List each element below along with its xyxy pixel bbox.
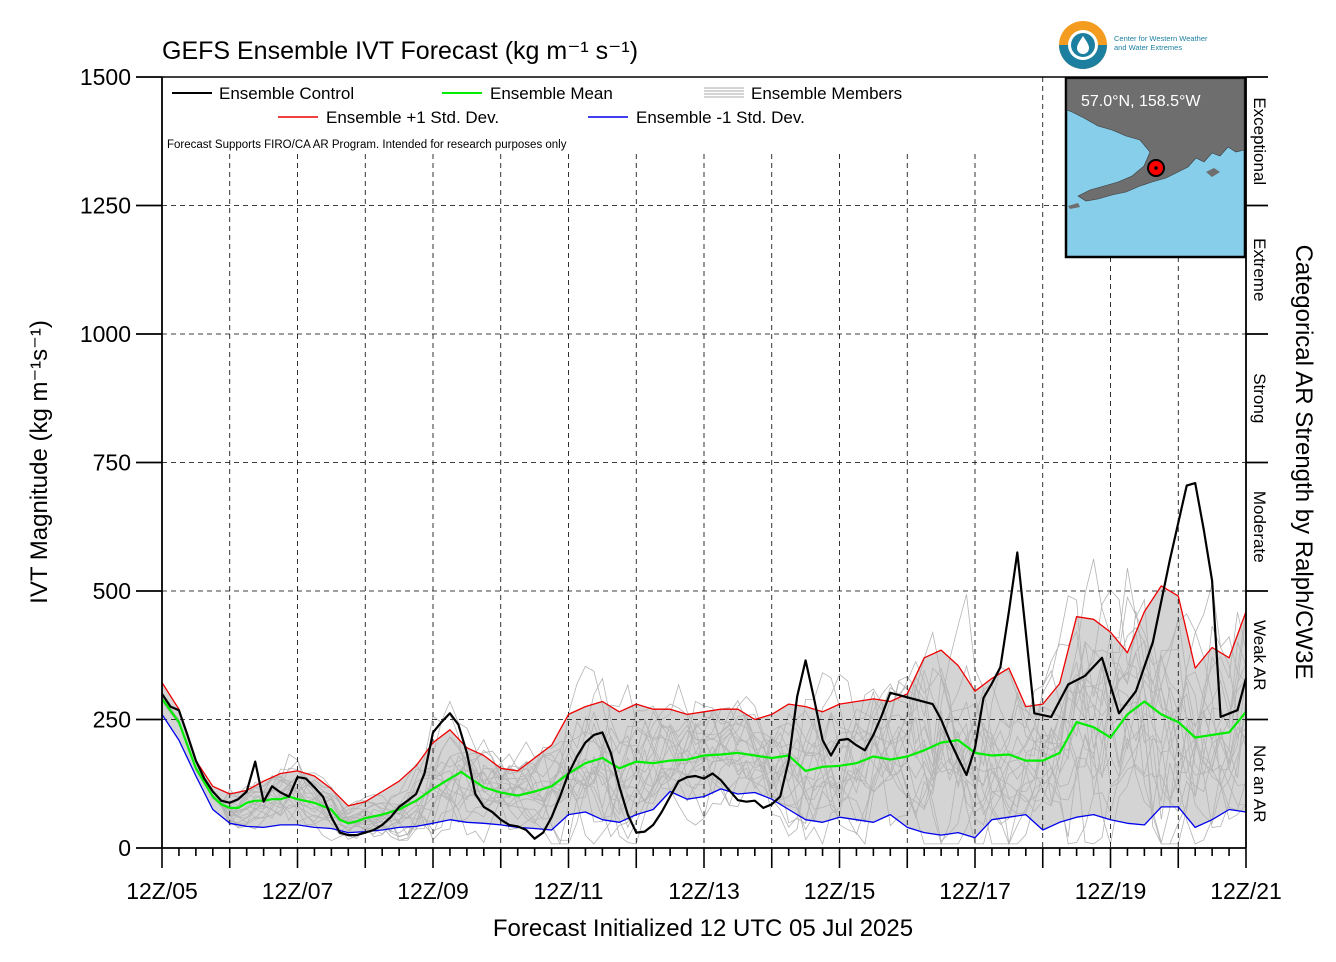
y-tick-label: 1500: [80, 64, 131, 90]
inset-landmass: [1066, 78, 1245, 202]
y-tick-label: 1000: [80, 321, 131, 347]
location-marker-dot: [1154, 166, 1158, 170]
category-label: Moderate: [1250, 491, 1269, 563]
x-tick-label: 12Z/21: [1210, 878, 1282, 904]
legend-minus-label: Ensemble -1 Std. Dev.: [636, 108, 805, 127]
x-tick-label: 12Z/11: [534, 878, 604, 904]
category-label: Not an AR: [1250, 745, 1269, 823]
plot-area: [136, 76, 1268, 868]
category-label: Exceptional: [1250, 97, 1269, 185]
disclaimer-text: Forecast Supports FIRO/CA AR Program. In…: [167, 139, 567, 151]
inset-location-label: 57.0°N, 158.5°W: [1081, 93, 1201, 110]
category-label: Strong: [1250, 373, 1269, 423]
minus-std-dev-line: [161, 714, 1247, 839]
inset-island-1: [1206, 168, 1220, 177]
ensemble-control-line: [161, 482, 1248, 840]
y-tick-label: 250: [93, 707, 131, 733]
x-tick-label: 12Z/15: [804, 878, 876, 904]
y-axis-title: IVT Magnitude (kg m⁻¹s⁻¹): [26, 320, 53, 604]
y-tick-label: 500: [93, 578, 131, 604]
legend-plus-label: Ensemble +1 Std. Dev.: [326, 108, 499, 127]
legend: Ensemble Control Ensemble Mean Ensemble …: [172, 84, 902, 127]
legend-members-swatch: [704, 87, 744, 98]
x-tick-label: 12Z/19: [1075, 878, 1147, 904]
y-tick-label: 1250: [80, 193, 131, 219]
ensemble-member-line: [161, 583, 1247, 845]
x-tick-label: 12Z/09: [397, 878, 469, 904]
chart-title: GEFS Ensemble IVT Forecast (kg m⁻¹ s⁻¹): [162, 37, 638, 65]
x-tick-label: 12Z/17: [939, 878, 1011, 904]
x-tick-label: 12Z/05: [126, 878, 198, 904]
logo-text-line2: and Water Extremes: [1114, 43, 1182, 52]
y-tick-label: 0: [118, 835, 131, 861]
location-inset-map: 57.0°N, 158.5°W: [1064, 76, 1247, 259]
legend-mean-label: Ensemble Mean: [490, 84, 613, 103]
ar-strength-axis-title: Categorical AR Strength by Ralph/CW3E: [1290, 245, 1317, 680]
legend-members-label: Ensemble Members: [751, 84, 902, 103]
water-drop-icon: [1077, 36, 1089, 54]
x-tick-label: 12Z/07: [262, 878, 334, 904]
category-label: Weak AR: [1250, 620, 1269, 691]
category-label: Extreme: [1250, 238, 1269, 301]
x-tick-label: 12Z/13: [668, 878, 740, 904]
ensemble-member-line: [161, 567, 1247, 845]
inset-island-2: [1068, 203, 1080, 209]
y-tick-label: 750: [93, 450, 131, 476]
x-axis-title: Forecast Initialized 12 UTC 05 Jul 2025: [493, 915, 913, 942]
logo-text-line1: Center for Western Weather: [1114, 34, 1208, 43]
plus-std-dev-line: [161, 585, 1247, 807]
cw3e-logo: Center for Western Weather and Water Ext…: [1059, 21, 1208, 69]
legend-control-label: Ensemble Control: [219, 84, 354, 103]
